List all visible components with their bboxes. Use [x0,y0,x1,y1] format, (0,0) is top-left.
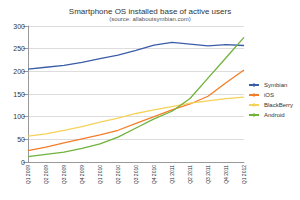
svg-text:BlackBerry: BlackBerry [264,102,293,108]
svg-text:Q2 2010: Q2 2010 [115,165,121,184]
svg-text:200: 200 [13,68,25,75]
svg-text:Q3 2011: Q3 2011 [205,165,211,184]
svg-text:150: 150 [13,91,25,98]
svg-text:100: 100 [13,113,25,120]
svg-text:Q2 2009: Q2 2009 [43,165,49,184]
svg-text:Q1 2010: Q1 2010 [97,165,103,184]
svg-text:Q4 2009: Q4 2009 [79,165,85,184]
svg-text:Q4 2010: Q4 2010 [151,165,157,184]
svg-text:Q4 2011: Q4 2011 [223,165,229,184]
svg-text:Q1 2012: Q1 2012 [241,165,247,184]
svg-text:Q3 2010: Q3 2010 [133,165,139,184]
svg-text:Q3 2009: Q3 2009 [61,165,67,184]
svg-text:Smartphone OS installed base o: Smartphone OS installed base of active u… [69,7,231,16]
svg-text:50: 50 [17,136,25,143]
svg-text:Q1 2009: Q1 2009 [25,165,31,184]
svg-text:0: 0 [21,159,25,166]
svg-text:300: 300 [13,23,25,30]
svg-text:Android: Android [264,112,285,118]
svg-text:iOS: iOS [264,92,274,98]
svg-text:Q2 2011: Q2 2011 [187,165,193,184]
svg-text:(source: allaboutsymbian.com): (source: allaboutsymbian.com) [109,16,191,22]
svg-text:Q1 2011: Q1 2011 [169,165,175,184]
svg-text:250: 250 [13,45,25,52]
svg-text:Symbian: Symbian [264,82,287,88]
